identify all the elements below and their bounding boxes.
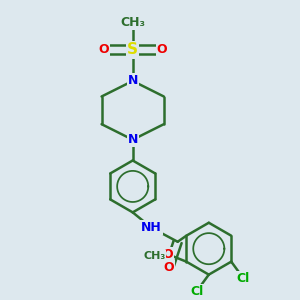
Text: O: O [162, 248, 172, 260]
Text: Cl: Cl [190, 285, 203, 298]
Text: N: N [128, 74, 138, 87]
Text: S: S [127, 42, 138, 57]
Text: NH: NH [141, 221, 162, 234]
Text: CH₃: CH₃ [120, 16, 145, 28]
Text: Cl: Cl [237, 272, 250, 285]
Text: O: O [98, 43, 109, 56]
Text: N: N [128, 133, 138, 146]
Text: CH₃: CH₃ [143, 251, 165, 261]
Text: O: O [164, 261, 174, 274]
Text: O: O [157, 43, 167, 56]
